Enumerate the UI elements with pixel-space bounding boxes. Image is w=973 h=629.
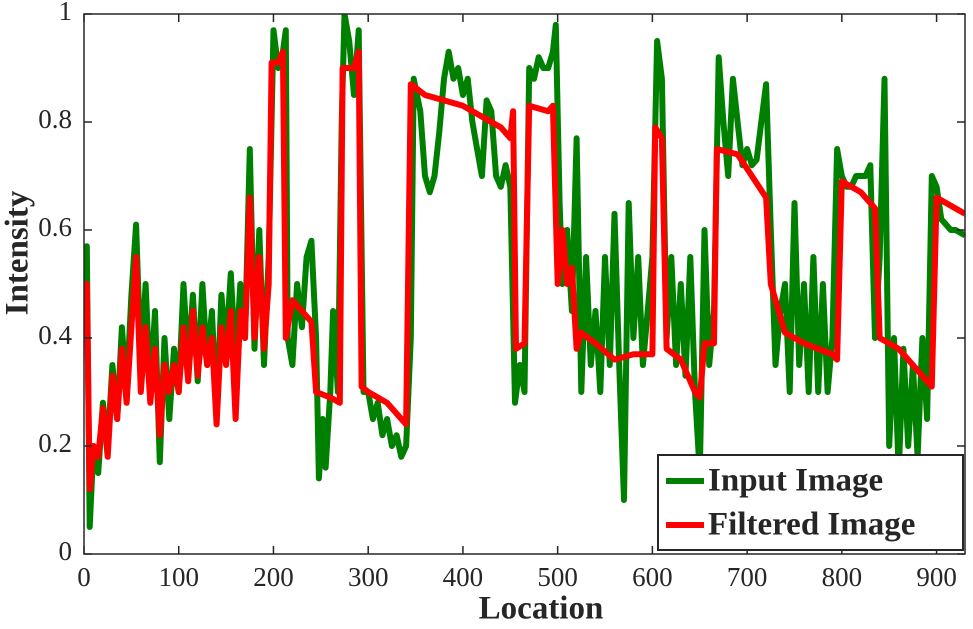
x-axis-label: Location <box>479 591 604 627</box>
legend-label: Input Image <box>708 463 883 499</box>
y-tick-label: 0.4 <box>38 320 72 350</box>
x-tick-label: 200 <box>253 562 294 592</box>
x-tick-label: 500 <box>537 562 578 592</box>
legend-box <box>657 454 964 551</box>
x-tick-label: 100 <box>158 562 199 592</box>
y-tick-label: 0.6 <box>38 212 72 242</box>
data-line <box>84 48 965 493</box>
x-tick-label: 300 <box>348 562 389 592</box>
y-axis-label: Intensity <box>0 190 36 315</box>
y-tick-label: 0.8 <box>38 104 72 134</box>
x-tick-label: 900 <box>916 562 957 592</box>
axes-box <box>83 13 966 555</box>
x-tick-label: 800 <box>822 562 863 592</box>
x-tick-label: 600 <box>632 562 673 592</box>
legend-label: Filtered Image <box>708 507 915 543</box>
x-tick-label: 0 <box>77 562 91 592</box>
y-tick-label: 1 <box>59 0 73 26</box>
x-tick-label: 700 <box>727 562 768 592</box>
y-tick-label: 0 <box>59 536 73 566</box>
y-tick-label: 0.2 <box>38 428 72 458</box>
x-tick-label: 400 <box>443 562 484 592</box>
